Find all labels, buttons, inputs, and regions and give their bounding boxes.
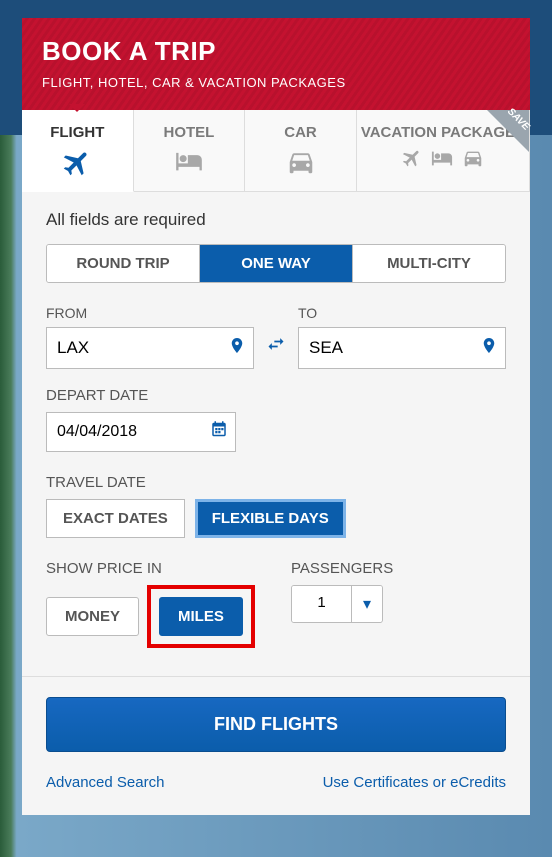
form-content: All fields are required ROUND TRIP ONE W… [22,192,530,815]
tab-vacation[interactable]: VACATION PACKAGES SAVE [357,110,530,192]
to-input[interactable] [298,327,506,369]
swap-button[interactable] [264,334,288,369]
bed-icon [138,147,241,175]
tab-flight-label: FLIGHT [50,124,104,141]
ecredits-link[interactable]: Use Certificates or eCredits [323,774,506,791]
trip-multi[interactable]: MULTI-CITY [353,245,505,282]
pin-icon[interactable] [480,335,498,362]
exact-dates-option[interactable]: EXACT DATES [46,499,185,538]
tab-hotel-label: HOTEL [163,124,214,141]
save-badge: SAVE [487,110,529,152]
divider [22,676,530,677]
depart-input[interactable] [46,412,236,452]
depart-label: DEPART DATE [46,387,506,404]
tab-flight[interactable]: FLIGHT [22,110,134,192]
passengers-dropdown-icon[interactable]: ▾ [352,586,382,622]
passengers-label: PASSENGERS [291,560,506,577]
header: BOOK A TRIP FLIGHT, HOTEL, CAR & VACATIO… [22,18,530,110]
to-label: TO [298,305,506,321]
passengers-value: 1 [292,586,352,622]
booking-widget: BOOK A TRIP FLIGHT, HOTEL, CAR & VACATIO… [22,18,530,815]
header-subtitle: FLIGHT, HOTEL, CAR & VACATION PACKAGES [42,75,510,90]
price-label: SHOW PRICE IN [46,560,261,577]
header-title: BOOK A TRIP [42,36,510,67]
car-icon [249,147,352,177]
tab-hotel[interactable]: HOTEL [134,110,246,192]
required-note: All fields are required [46,210,506,230]
travel-date-label: TRAVEL DATE [46,474,506,491]
product-tabs: FLIGHT HOTEL CAR VACATION PACKAGES S [22,110,530,192]
price-money-option[interactable]: MONEY [46,597,139,636]
tab-car-label: CAR [284,124,317,141]
plane-icon [26,147,129,179]
calendar-icon[interactable] [210,421,228,444]
flexible-days-option[interactable]: FLEXIBLE DAYS [195,499,346,538]
price-miles-option[interactable]: MILES [159,597,243,636]
trip-round[interactable]: ROUND TRIP [47,245,200,282]
miles-highlight: MILES [147,585,255,648]
from-input[interactable] [46,327,254,369]
trip-type-selector: ROUND TRIP ONE WAY MULTI-CITY [46,244,506,283]
advanced-search-link[interactable]: Advanced Search [46,774,164,791]
trip-oneway[interactable]: ONE WAY [200,245,353,282]
from-field: FROM [46,305,254,369]
from-label: FROM [46,305,254,321]
tab-car[interactable]: CAR [245,110,357,192]
passengers-selector[interactable]: 1 ▾ [291,585,383,623]
to-field: TO [298,305,506,369]
find-flights-button[interactable]: FIND FLIGHTS [46,697,506,752]
pin-icon[interactable] [228,335,246,362]
